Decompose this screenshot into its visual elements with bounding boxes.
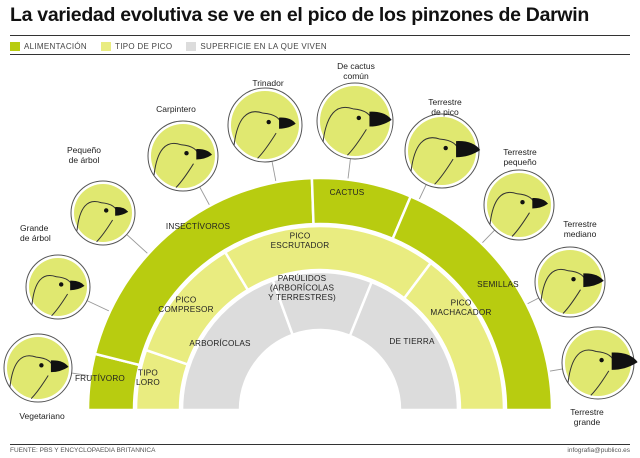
- finch-name-9: Terrestre grande: [570, 407, 604, 427]
- footer-divider: [10, 444, 630, 445]
- ring-label-beak-1: PICO COMPRESOR: [158, 296, 213, 315]
- finch-circles: [3, 82, 638, 403]
- finch-2: [70, 180, 136, 246]
- ring-label-surface-2: DE TIERRA: [389, 337, 435, 346]
- ring-label-food-0: FRUTÍVORO: [75, 373, 125, 383]
- finch-6: [404, 113, 481, 189]
- legend-item-beak: TIPO DE PICO: [101, 41, 173, 51]
- ring-label-food-3: SEMILLAS: [477, 280, 519, 289]
- legend: ALIMENTACIÓN TIPO DE PICO SUPERFICIE EN …: [10, 40, 327, 52]
- credit-note: infografia@publico.es: [567, 447, 630, 454]
- legend-label-beak: TIPO DE PICO: [115, 41, 173, 51]
- finch-name-4: Trinador: [252, 78, 284, 88]
- finch-9-beak: [611, 352, 638, 370]
- legend-item-food: ALIMENTACIÓN: [10, 41, 88, 51]
- finch-4-beak: [279, 117, 296, 129]
- finch-name-2: Pequeño de árbol: [67, 145, 101, 165]
- legend-swatch-surface: [186, 41, 197, 51]
- ring-label-beak-2: PICO ESCRUTADOR: [271, 232, 330, 251]
- finch-3: [147, 120, 219, 192]
- finch-0-beak: [50, 360, 69, 373]
- ring-beak-segment-3: [402, 261, 506, 412]
- legend-label-surface: SUPERFICIE EN LA QUE VIVEN: [200, 41, 327, 51]
- ring-labels: FRUTÍVORO INSECTÍVOROS CACTUS SEMILLAS TIPO L…: [75, 188, 519, 387]
- finch-4: [227, 87, 303, 163]
- legend-swatch-beak: [101, 41, 112, 51]
- finch-name-3: Carpintero: [156, 104, 196, 114]
- ring-center: [242, 332, 398, 410]
- ring-label-food-2: CACTUS: [330, 188, 365, 197]
- legend-divider: [10, 54, 630, 55]
- source-note: FUENTE: PBS Y ENCYCLOPAEDIA BRITANNICA: [10, 447, 156, 454]
- ring-surface-segment-2: [348, 280, 460, 412]
- ring-label-beak-0: TIPO LORO: [136, 369, 160, 388]
- ring-label-surface-0: ARBORÍCOLAS: [189, 338, 251, 348]
- title-divider: [10, 35, 630, 36]
- finch-name-5: De cactus común: [337, 61, 375, 81]
- finch-2-beak: [115, 207, 129, 216]
- ring-food-segment-3: [391, 194, 554, 412]
- ring-label-food-1: INSECTÍVOROS: [166, 221, 231, 231]
- legend-item-surface: SUPERFICIE EN LA QUE VIVEN: [186, 41, 327, 51]
- finch-8: [534, 246, 606, 318]
- finch-3-beak: [196, 148, 213, 160]
- finch-name-1: Grande de árbol: [20, 223, 51, 243]
- page-title: La variedad evolutiva se ve en el pico d…: [10, 4, 589, 26]
- finch-name-8: Terrestre mediano: [563, 219, 597, 239]
- ring-label-beak-3: PICO MACHACADOR: [430, 299, 491, 318]
- finch-name-6: Terrestre de pico: [428, 97, 462, 117]
- finch-1: [25, 254, 91, 320]
- finch-5: [316, 82, 394, 160]
- legend-swatch-food: [10, 41, 20, 51]
- finch-7: [483, 169, 555, 241]
- legend-label-food: ALIMENTACIÓN: [24, 41, 88, 51]
- finch-8-beak: [583, 273, 604, 288]
- finch-0: [3, 333, 73, 403]
- semicircle-rings: [86, 176, 554, 412]
- finch-names: Vegetariano Grande de árbol Pequeño de árbol…: [19, 61, 604, 427]
- ring-label-surface-1: PARÚLIDOS (ARBORÍCOLAS Y TERRESTRES): [268, 273, 336, 302]
- finch-1-beak: [70, 280, 85, 291]
- finch-name-0: Vegetariano: [19, 411, 65, 421]
- finch-name-7: Terrestre pequeño: [503, 147, 537, 167]
- finch-7-beak: [532, 197, 549, 209]
- finch-6-beak: [456, 141, 481, 158]
- finch-5-beak: [369, 111, 392, 127]
- finch-9: [561, 326, 638, 400]
